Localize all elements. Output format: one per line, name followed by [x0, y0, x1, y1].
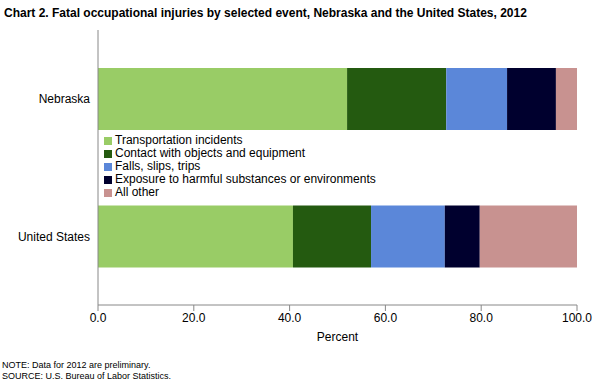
svg-text:Nebraska: Nebraska [39, 92, 91, 106]
svg-text:20.0: 20.0 [182, 311, 206, 325]
html-text:NOTE: Data for 2012 are prelim: NOTE: Data for 2012 are preliminary. [2, 360, 151, 370]
svg-text:100.0: 100.0 [562, 311, 592, 325]
html-text:Chart 2. Fatal occupational in: Chart 2. Fatal occupational injuries by … [4, 6, 527, 20]
html-text:SOURCE: U.S. Bureau of Labor S: SOURCE: U.S. Bureau of Labor Statistics. [2, 371, 172, 381]
html-text:All other: All other [115, 185, 159, 199]
html-text:Exposure to harmful substances: Exposure to harmful substances or enviro… [115, 172, 376, 186]
svg-text:80.0: 80.0 [470, 311, 494, 325]
html-text:Contact with objects and equip: Contact with objects and equipment [115, 146, 306, 160]
html-text:Transportation incidents: Transportation incidents [115, 133, 243, 147]
svg-text:60.0: 60.0 [374, 311, 398, 325]
svg-text:40.0: 40.0 [278, 311, 302, 325]
svg-text:Percent: Percent [317, 330, 359, 344]
svg-text:0.0: 0.0 [90, 311, 107, 325]
svg-text:United States: United States [18, 230, 90, 244]
html-text:Falls, slips, trips: Falls, slips, trips [115, 159, 201, 173]
